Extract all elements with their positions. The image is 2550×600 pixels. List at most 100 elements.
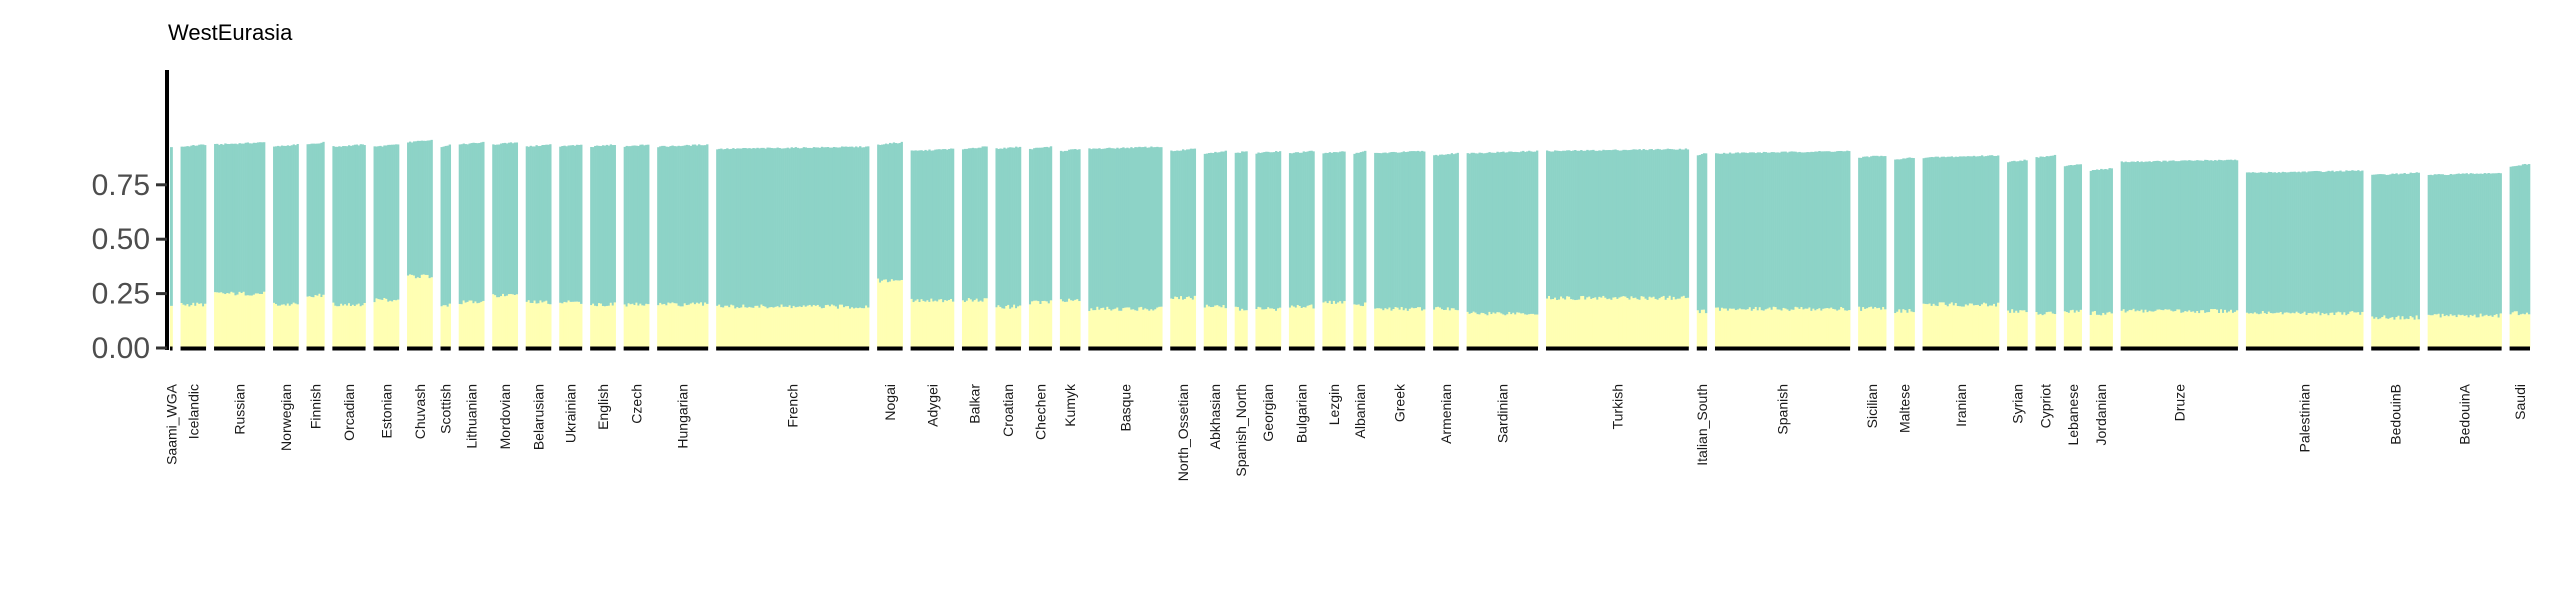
bar-lower xyxy=(2377,319,2380,348)
bar-lower xyxy=(2214,309,2217,348)
bar-upper xyxy=(2347,170,2350,314)
bar-upper xyxy=(754,148,757,306)
bar-lower xyxy=(886,282,890,348)
bar-upper xyxy=(220,144,223,293)
bar-upper xyxy=(1764,152,1767,310)
bar-lower xyxy=(190,305,193,348)
bar-lower xyxy=(2271,313,2275,348)
bar-upper xyxy=(609,144,613,303)
bar-lower xyxy=(2281,314,2284,348)
bar-lower xyxy=(1910,311,1913,348)
bar-lower xyxy=(346,305,349,348)
bar-lower xyxy=(975,298,978,348)
bar-upper xyxy=(230,143,233,292)
bar-upper xyxy=(1136,147,1139,311)
bar-upper xyxy=(424,140,427,275)
bar-lower xyxy=(695,302,699,348)
x-label-syrian: Syrian xyxy=(2009,384,2025,424)
bar-upper xyxy=(1437,155,1440,307)
bar-lower xyxy=(563,301,566,348)
bar-upper xyxy=(740,148,743,308)
bar-lower xyxy=(397,299,400,348)
bar-upper xyxy=(1108,147,1111,310)
bar-lower xyxy=(1339,301,1342,348)
bar-lower xyxy=(322,294,325,348)
bar-upper xyxy=(1156,146,1159,308)
bar-lower xyxy=(1271,308,1274,348)
bar-upper xyxy=(188,146,191,307)
bar-lower xyxy=(1534,314,1537,348)
bar-upper xyxy=(2517,165,2521,316)
bar-lower xyxy=(1070,300,1073,348)
bar-upper xyxy=(1292,152,1296,307)
bar-lower xyxy=(1778,309,1781,348)
bar-upper xyxy=(1568,150,1571,297)
bar-lower xyxy=(1261,309,1264,348)
bar-upper xyxy=(1995,155,1998,307)
bar-upper xyxy=(1822,151,1825,309)
bar-upper xyxy=(1343,151,1346,302)
bar-lower xyxy=(2053,314,2057,348)
bar-lower xyxy=(224,294,227,348)
bar-lower xyxy=(1183,298,1187,348)
x-label-lebanese: Lebanese xyxy=(2065,384,2081,446)
bar-lower xyxy=(2261,311,2265,348)
bar-lower xyxy=(2403,319,2406,348)
bar-upper xyxy=(867,146,870,308)
bar-lower xyxy=(310,296,313,348)
bar-lower xyxy=(1045,301,1049,348)
bar-lower xyxy=(898,280,901,348)
bar-upper xyxy=(2245,172,2249,313)
bar-lower xyxy=(1720,307,1724,348)
bar-upper xyxy=(468,143,471,301)
bar-lower xyxy=(242,291,245,348)
bar-upper xyxy=(1968,156,1972,304)
bar-upper xyxy=(2479,173,2482,314)
x-label-armenian: Armenian xyxy=(1438,384,1454,444)
bar-upper xyxy=(1844,151,1847,311)
bar-lower xyxy=(2509,314,2512,348)
bar-lower xyxy=(1245,310,1248,348)
bar-lower xyxy=(2347,313,2350,348)
population-adygei xyxy=(910,148,955,348)
bar-upper xyxy=(1009,147,1012,309)
bar-lower xyxy=(1142,309,1145,348)
bar-upper xyxy=(1454,153,1457,310)
bar-lower xyxy=(2275,312,2279,348)
bar-upper xyxy=(2162,160,2165,311)
bars-layer xyxy=(170,139,2531,348)
bar-lower xyxy=(967,298,971,348)
bar-lower xyxy=(1122,308,1125,348)
bar-lower xyxy=(1500,313,1503,348)
bar-lower xyxy=(1474,312,1477,348)
group-bar-lezgin xyxy=(1322,346,1346,351)
bar-upper xyxy=(2373,174,2376,319)
bar-upper xyxy=(2269,172,2273,314)
bar-lower xyxy=(2489,315,2492,348)
bar-upper xyxy=(1033,148,1036,301)
bar-lower xyxy=(718,304,721,348)
bar-lower xyxy=(1510,314,1513,348)
bar-lower xyxy=(981,301,984,348)
bar-upper xyxy=(1770,152,1773,310)
bar-lower xyxy=(2188,310,2191,348)
bar-upper xyxy=(2375,174,2378,318)
bar-upper xyxy=(784,148,787,307)
bar-lower xyxy=(1820,310,1823,348)
bar-lower xyxy=(1098,309,1101,348)
bar-upper xyxy=(1102,148,1105,308)
bar-lower xyxy=(234,295,237,348)
bar-upper xyxy=(1526,151,1529,315)
bar-upper xyxy=(1610,150,1613,300)
bar-lower xyxy=(1976,304,1980,348)
bar-lower xyxy=(2379,318,2382,348)
bar-lower xyxy=(1390,310,1393,348)
bar-upper xyxy=(1376,152,1379,309)
bar-upper xyxy=(422,140,425,275)
bar-upper xyxy=(997,148,1000,306)
bar-lower xyxy=(1638,299,1641,348)
bar-upper xyxy=(796,147,799,307)
bar-upper xyxy=(886,144,890,283)
bar-lower xyxy=(1906,312,1909,348)
bar-lower xyxy=(663,303,666,348)
